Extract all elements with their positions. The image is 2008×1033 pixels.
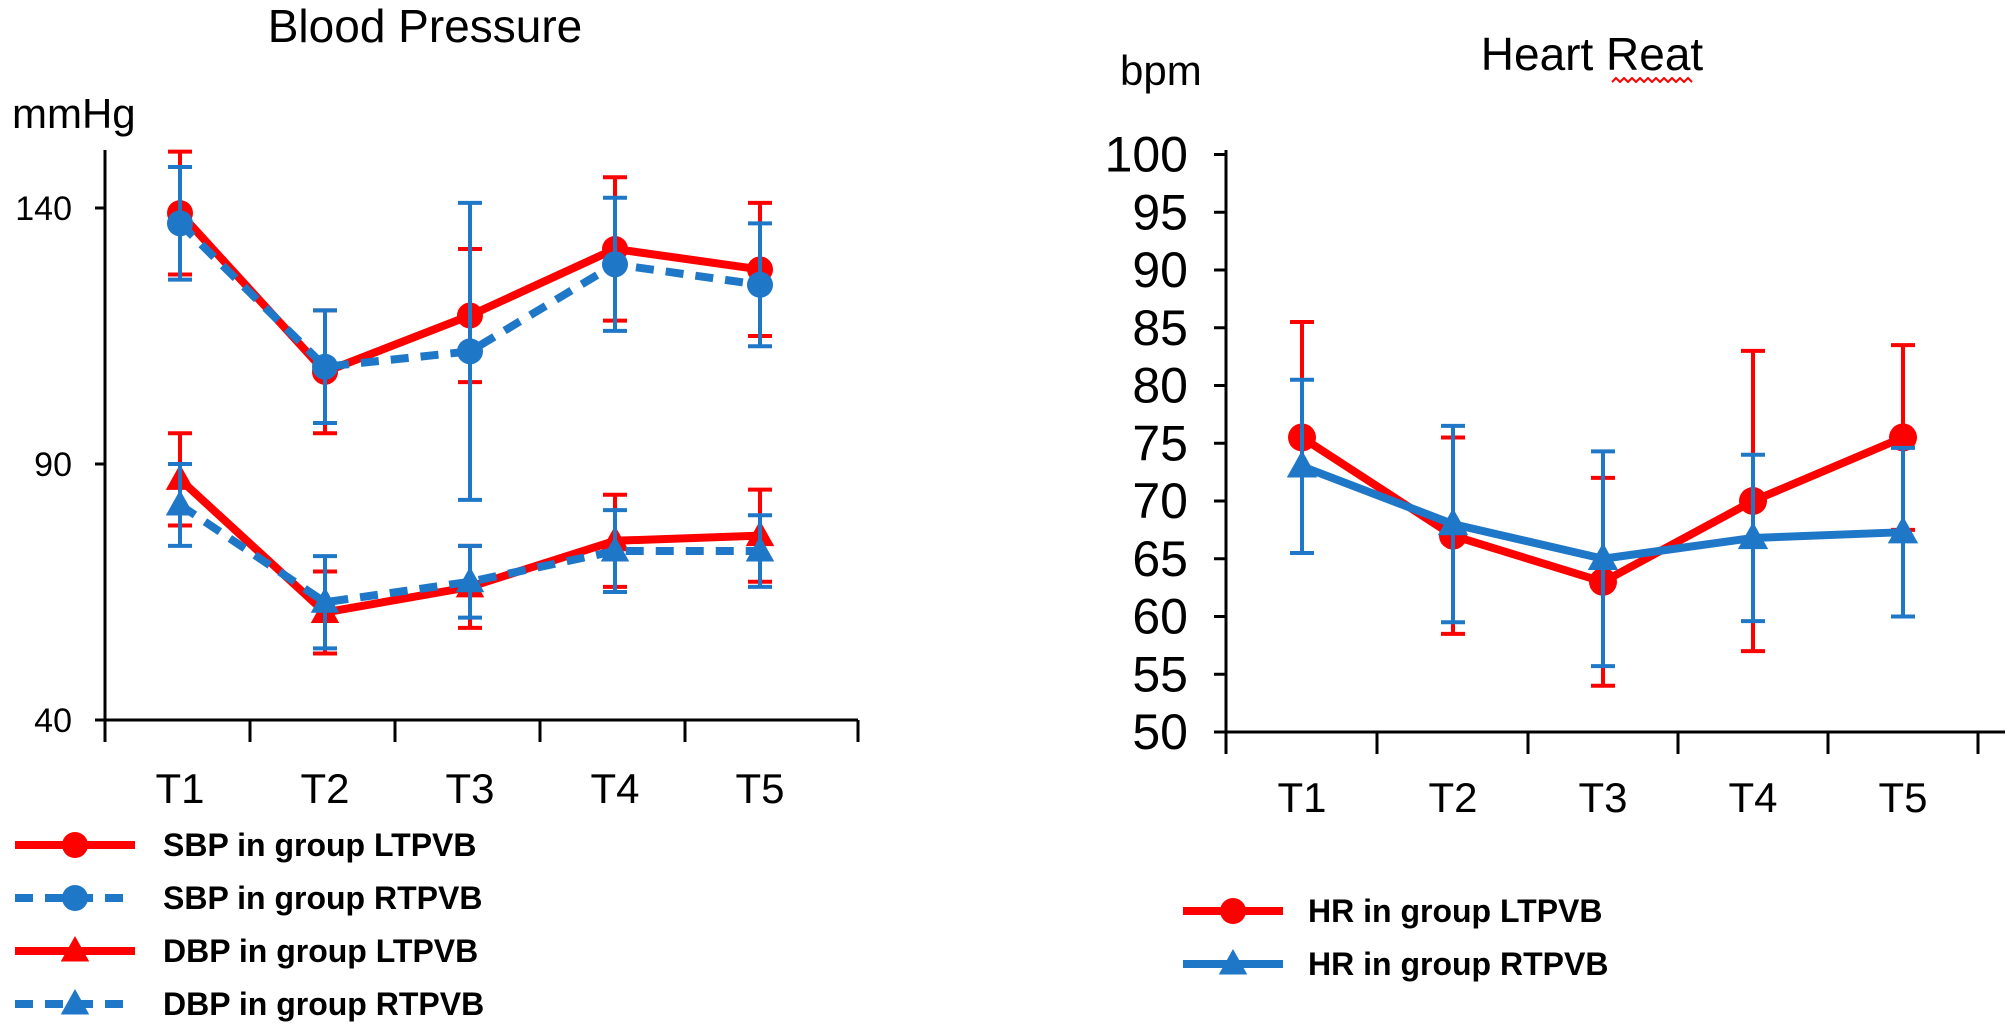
y-tick-label: 60 <box>1132 589 1188 645</box>
x-tick-label: T5 <box>1878 774 1927 821</box>
x-tick-label: T1 <box>155 765 204 812</box>
y-tick-label: 55 <box>1132 646 1188 702</box>
legend-label: SBP in group RTPVB <box>163 880 482 916</box>
data-point <box>1437 508 1469 536</box>
y-tick-label: 40 <box>34 702 72 740</box>
data-point <box>312 353 338 380</box>
hr-legend: HR in group LTPVB HR in group RTPVB <box>1183 893 1608 982</box>
legend-item: HR in group RTPVB <box>1183 946 1608 982</box>
y-tick-label: 65 <box>1132 531 1188 587</box>
y-tick-label: 70 <box>1132 473 1188 529</box>
legend-marker <box>1218 949 1248 975</box>
data-point <box>167 210 193 237</box>
legend-item: DBP in group RTPVB <box>15 986 484 1022</box>
series-line <box>177 501 760 607</box>
y-tick-label: 50 <box>1132 704 1188 760</box>
series-line <box>177 220 761 371</box>
legend-marker <box>62 832 88 858</box>
legend-label: DBP in group LTPVB <box>163 933 478 969</box>
data-point <box>600 536 630 562</box>
y-tick-label: 95 <box>1132 184 1188 240</box>
x-tick-label: T4 <box>590 765 639 812</box>
legend-marker <box>60 989 90 1015</box>
data-point <box>602 251 628 278</box>
x-tick-label: T3 <box>445 765 494 812</box>
y-tick-label: 90 <box>1132 242 1188 298</box>
data-point <box>165 489 195 516</box>
legend-item: DBP in group LTPVB <box>15 933 478 969</box>
series-dbp-in-group-rtpvb <box>165 462 775 651</box>
data-point <box>747 271 773 298</box>
legend-marker <box>62 885 88 911</box>
data-point <box>1887 516 1919 544</box>
x-tick-label: T1 <box>1277 774 1326 821</box>
hr-series-group <box>1286 319 1919 688</box>
y-tick-label: 85 <box>1132 300 1188 356</box>
x-tick-label: T2 <box>300 765 349 812</box>
x-tick-label: T2 <box>1428 774 1477 821</box>
data-point <box>455 566 485 593</box>
data-point <box>1587 542 1619 570</box>
legend-label: HR in group LTPVB <box>1308 893 1602 929</box>
x-tick-label: T5 <box>735 765 784 812</box>
legend-item: SBP in group RTPVB <box>15 880 482 916</box>
bp-series-group <box>165 149 775 656</box>
x-tick-label: T4 <box>1728 774 1777 821</box>
hr-ylabel: bpm <box>1120 47 1202 94</box>
y-tick-label: 80 <box>1132 358 1188 414</box>
y-tick-label: 75 <box>1132 415 1188 471</box>
spellcheck-underline <box>1611 76 1693 84</box>
legend-label: DBP in group RTPVB <box>163 986 484 1022</box>
bp-title: Blood Pressure <box>268 0 583 52</box>
series-sbp-in-group-rtpvb <box>167 165 773 502</box>
data-point <box>1737 521 1769 550</box>
data-point <box>745 536 775 562</box>
y-tick-label: 140 <box>15 190 72 228</box>
data-point <box>1889 423 1917 452</box>
y-tick-label: 90 <box>34 446 72 484</box>
legend-label: SBP in group LTPVB <box>163 827 476 863</box>
bp-y-ticks: 40 90 140 <box>15 190 105 740</box>
bp-ylabel: mmHg <box>12 90 136 137</box>
data-point <box>310 587 340 613</box>
y-tick-label: 100 <box>1105 127 1188 183</box>
data-point <box>1286 450 1318 478</box>
bp-x-ticks: T1 T2 T3 T4 T5 <box>103 720 860 812</box>
hr-x-ticks: T1 T2 T3 T4 T5 <box>1224 732 1980 821</box>
x-tick-label: T3 <box>1578 774 1627 821</box>
legend-label: HR in group RTPVB <box>1308 946 1608 982</box>
series-hr-in-group-rtpvb <box>1286 377 1919 669</box>
legend-marker <box>60 936 90 962</box>
legend-item: HR in group LTPVB <box>1183 893 1602 929</box>
legend-marker <box>1220 898 1246 924</box>
bp-legend: SBP in group LTPVB SBP in group RTPVB DBP … <box>15 827 484 1022</box>
data-point <box>457 338 483 365</box>
bp-chart: Blood Pressure mmHg 40 90 140 T1 T2 T3 T4 T5 <box>12 0 860 812</box>
hr-title: Heart Reat <box>1481 28 1704 80</box>
legend-item: SBP in group LTPVB <box>15 827 476 863</box>
